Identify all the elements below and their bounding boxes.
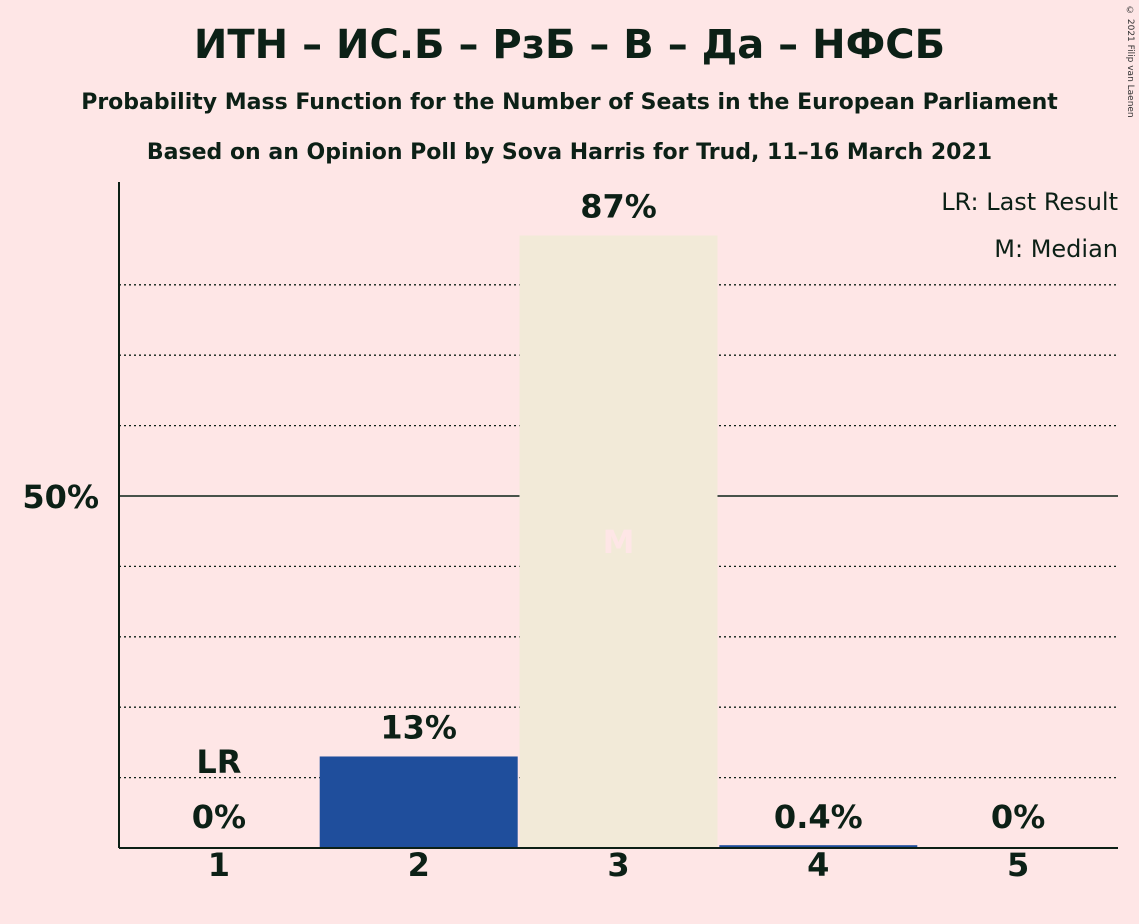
last-result-marker: LR <box>196 743 241 781</box>
x-tick-label: 2 <box>408 846 430 884</box>
data-label: 0.4% <box>774 798 863 836</box>
data-label: 87% <box>580 188 657 226</box>
copyright-notice: © 2021 Filip van Laenen <box>1125 6 1135 118</box>
legend-last-result: LR: Last Result <box>941 188 1118 216</box>
median-marker: M <box>603 523 635 561</box>
x-tick-label: 3 <box>607 846 629 884</box>
bar <box>719 845 918 848</box>
x-tick-label: 5 <box>1007 846 1029 884</box>
data-label: 13% <box>380 708 457 746</box>
data-label: 0% <box>991 798 1045 836</box>
data-label: 0% <box>192 798 246 836</box>
x-tick-label: 1 <box>208 846 230 884</box>
y-tick-label: 50% <box>22 478 99 516</box>
chart-title: ИТН – ИС.Б – РзБ – В – Да – НФСБ <box>193 22 946 68</box>
legend-median: M: Median <box>994 235 1118 263</box>
bar <box>319 756 518 848</box>
bar <box>519 235 718 848</box>
chart-source: Based on an Opinion Poll by Sova Harris … <box>146 140 993 165</box>
chart-subtitle: Probability Mass Function for the Number… <box>81 90 1058 115</box>
x-tick-label: 4 <box>807 846 829 884</box>
